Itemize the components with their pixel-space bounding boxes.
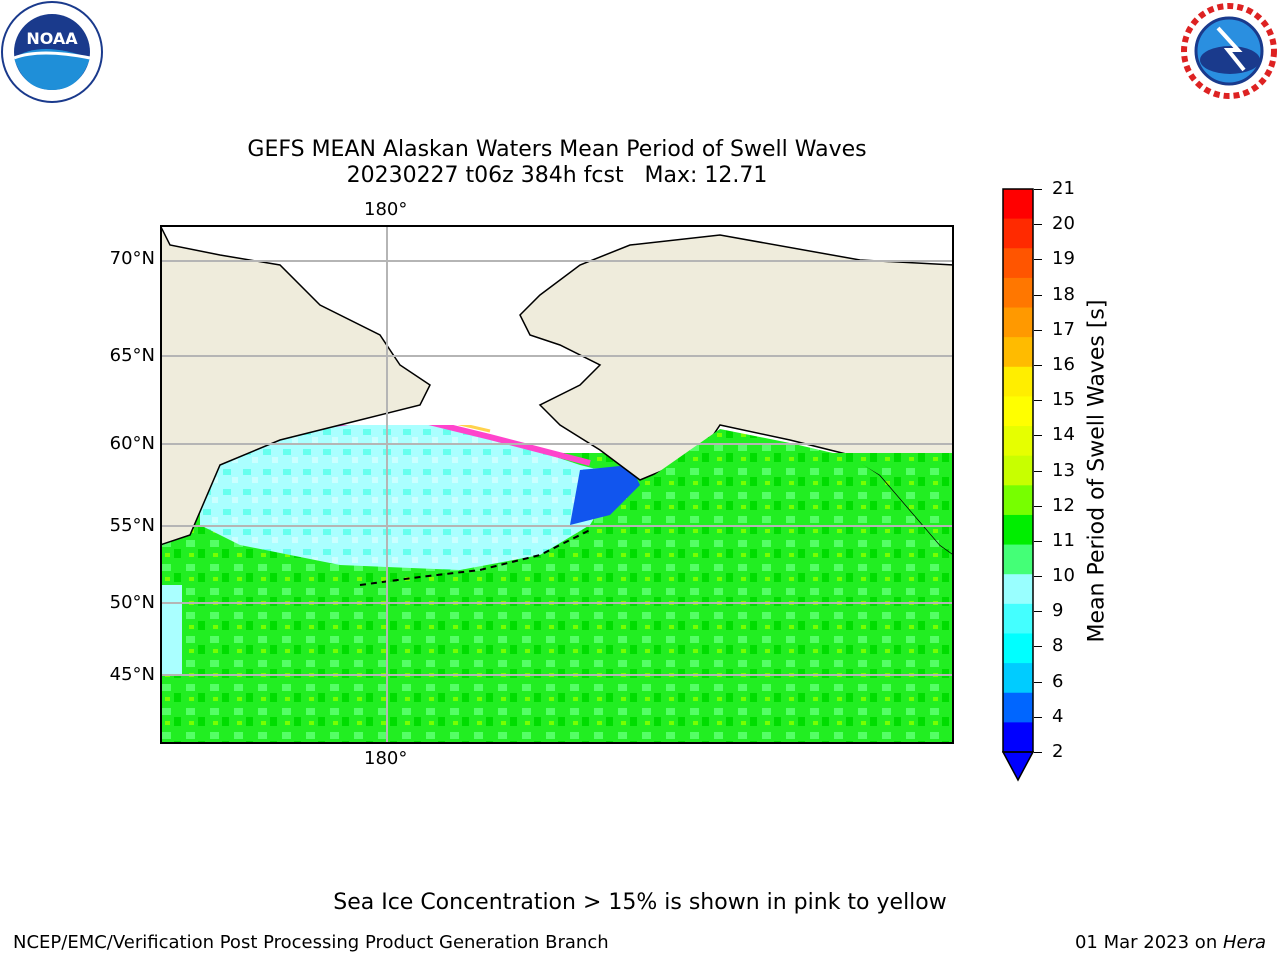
colorbar-tick: 13 <box>1034 460 1075 481</box>
noaa-logo: NOAA <box>0 0 104 104</box>
sea-ice-note: Sea Ice Concentration > 15% is shown in … <box>333 890 947 915</box>
colorbar-tick: 9 <box>1034 600 1063 621</box>
colorbar-ticks: 21 20 19 18 17 16 15 14 13 12 11 10 9 8 6 4 2 <box>1034 178 1094 768</box>
footer-machine: Hera <box>1222 932 1266 953</box>
colorbar-swatch <box>1003 366 1033 397</box>
colorbar-swatch <box>1003 426 1033 457</box>
siberia-land <box>160 225 431 546</box>
colorbar-tick: 4 <box>1034 706 1063 727</box>
colorbar-swatch <box>1003 337 1033 368</box>
map-title: GEFS MEAN Alaskan Waters Mean Period of … <box>247 137 867 162</box>
colorbar-tick: 19 <box>1034 248 1075 269</box>
svg-text:NOAA: NOAA <box>26 29 78 48</box>
colorbar-swatch <box>1003 574 1033 605</box>
colorbar-swatch <box>1003 455 1033 486</box>
colorbar-swatch <box>1003 218 1033 249</box>
lat-label-70: 70°N <box>109 248 155 269</box>
colorbar-swatch <box>1003 189 1033 220</box>
colorbar-swatch <box>1003 544 1033 575</box>
colorbar-tick: 10 <box>1034 565 1075 586</box>
nws-logo <box>1178 0 1280 102</box>
colorbar-tick: 18 <box>1034 284 1075 305</box>
bristol-bay-field <box>570 465 640 525</box>
colorbar-tick: 12 <box>1034 495 1075 516</box>
colorbar-swatch <box>1003 633 1033 664</box>
lat-label-45: 45°N <box>109 664 155 685</box>
colorbar-label: Mean Period of Swell Waves [s] <box>1084 299 1110 643</box>
footer-right: 01 Mar 2023 on Hera <box>1075 932 1266 953</box>
map-panel <box>160 225 954 744</box>
bering-sea-field <box>200 415 620 570</box>
colorbar-tick: 15 <box>1034 389 1075 410</box>
colorbar-swatch <box>1003 692 1033 723</box>
lon-label-bottom: 180° <box>364 748 408 769</box>
lon-label-top: 180° <box>364 199 408 220</box>
colorbar-tick: 8 <box>1034 635 1063 656</box>
colorbar-swatch <box>1003 514 1033 546</box>
colorbar-tick: 20 <box>1034 213 1075 234</box>
colorbar <box>1001 188 1035 788</box>
colorbar-swatch <box>1003 663 1033 694</box>
colorbar-tick: 16 <box>1034 354 1075 375</box>
colorbar-tick: 11 <box>1034 530 1075 551</box>
colorbar-swatch <box>1003 307 1033 338</box>
footer-left: NCEP/EMC/Verification Post Processing Pr… <box>13 932 609 953</box>
west-edge-field <box>160 585 182 675</box>
colorbar-swatch <box>1003 396 1033 427</box>
map-subtitle: 20230227 t06z 384h fcst Max: 12.71 <box>346 163 768 188</box>
lat-label-50: 50°N <box>109 592 155 613</box>
colorbar-swatch <box>1003 485 1033 516</box>
colorbar-swatch <box>1003 248 1033 279</box>
colorbar-swatch <box>1003 603 1033 634</box>
lat-label-65: 65°N <box>109 345 155 366</box>
footer-date: 01 Mar 2023 on <box>1074 932 1223 953</box>
colorbar-tick: 21 <box>1034 178 1075 199</box>
lat-label-55: 55°N <box>109 515 155 536</box>
aleutian-islands <box>359 529 591 586</box>
lat-label-60: 60°N <box>109 433 155 454</box>
colorbar-tick: 14 <box>1034 424 1075 445</box>
colorbar-swatch <box>1003 277 1033 309</box>
colorbar-tick: 6 <box>1034 671 1063 692</box>
graticule <box>160 225 954 744</box>
colorbar-tick: 2 <box>1034 741 1063 762</box>
colorbar-swatch <box>1003 722 1033 753</box>
colorbar-tick: 17 <box>1034 319 1075 340</box>
